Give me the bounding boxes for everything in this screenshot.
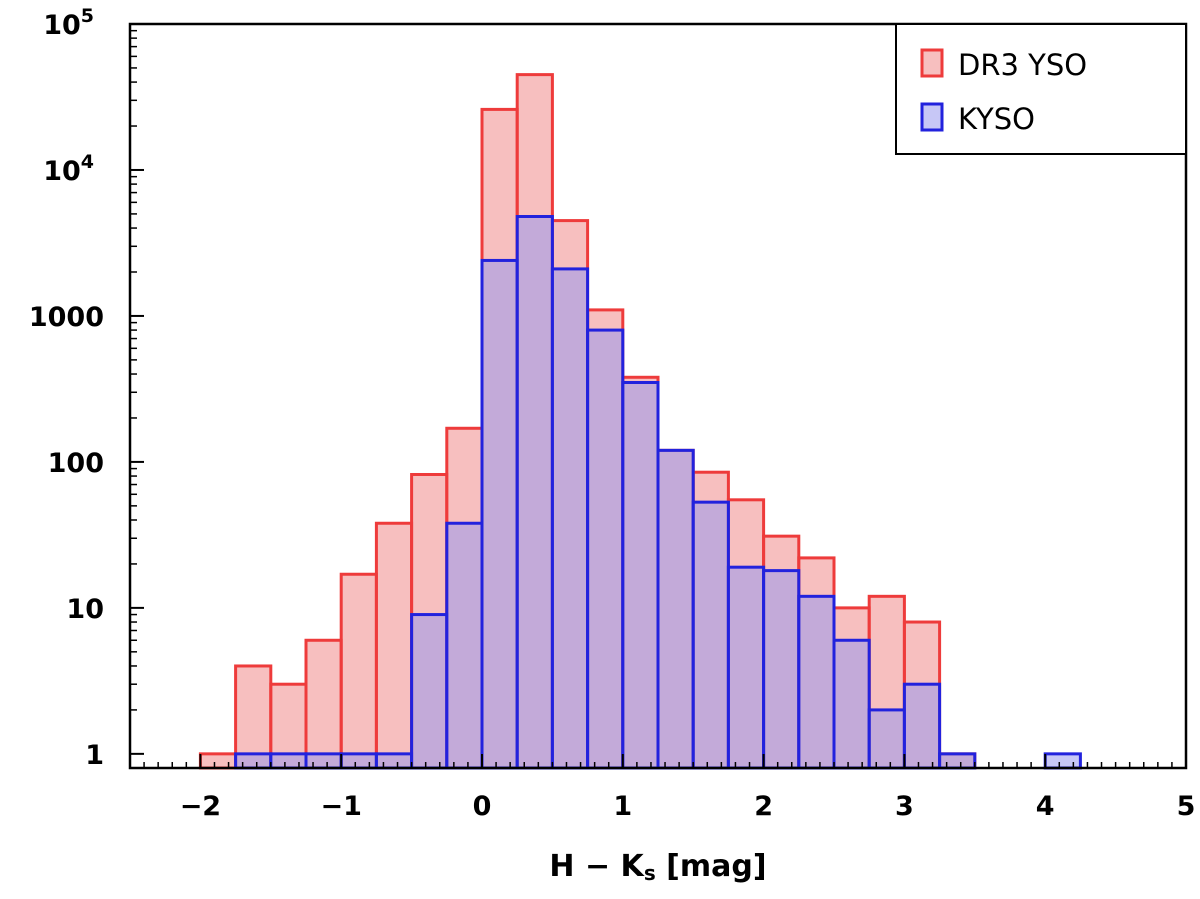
bar bbox=[234, 752, 273, 770]
legend-swatch-dr3-yso bbox=[920, 48, 944, 78]
bar bbox=[691, 500, 730, 770]
x-tick-label: −2 bbox=[180, 791, 221, 822]
x-tick-label: 5 bbox=[1177, 791, 1196, 822]
bar bbox=[762, 569, 801, 770]
y-tick-label: 1 bbox=[85, 740, 104, 771]
bar bbox=[304, 752, 343, 770]
bar bbox=[339, 752, 378, 770]
y-tick-label: 100 bbox=[48, 448, 104, 479]
bar bbox=[445, 521, 484, 770]
x-tick-label: −1 bbox=[320, 791, 361, 822]
bar bbox=[832, 638, 871, 770]
x-axis-title: H − Ks [mag] bbox=[549, 849, 766, 885]
x-tick-label: 3 bbox=[895, 791, 914, 822]
bar bbox=[726, 565, 766, 770]
bar bbox=[656, 448, 695, 770]
x-axis-ticks: −2 −1 0 1 2 3 4 5 bbox=[180, 754, 1196, 822]
bar bbox=[586, 328, 625, 770]
x-axis-title-unit: [mag] bbox=[656, 849, 767, 884]
x-tick-label: 0 bbox=[473, 791, 492, 822]
x-tick-label: 2 bbox=[754, 791, 773, 822]
legend-label-kyso: KYSO bbox=[958, 102, 1035, 136]
legend-label-dr3-yso: DR3 YSO bbox=[958, 48, 1087, 82]
bar bbox=[621, 380, 660, 770]
plot-frame bbox=[128, 22, 1188, 770]
x-axis-title-subscript: s bbox=[644, 861, 656, 885]
y-axis-ticks: 1 10 100 1000 104 105 bbox=[29, 5, 144, 771]
bar bbox=[550, 267, 590, 770]
bar bbox=[410, 613, 449, 770]
bar bbox=[867, 708, 906, 770]
legend-swatch-kyso bbox=[920, 102, 944, 132]
x-tick-label: 1 bbox=[613, 791, 632, 822]
bar bbox=[902, 682, 942, 770]
y-tick-label: 104 bbox=[43, 151, 94, 187]
series-kyso-bars bbox=[234, 215, 1082, 770]
bar bbox=[797, 594, 836, 770]
legend: DR3 YSO KYSO bbox=[895, 23, 1187, 155]
bar bbox=[1043, 752, 1082, 770]
y-tick-label: 10 bbox=[66, 594, 104, 625]
x-tick-label: 4 bbox=[1036, 791, 1055, 822]
bar bbox=[480, 258, 519, 770]
bar bbox=[938, 752, 977, 770]
bar bbox=[339, 572, 378, 770]
bar bbox=[269, 752, 308, 770]
bar bbox=[198, 752, 238, 770]
y-tick-label: 1000 bbox=[29, 302, 104, 333]
bar bbox=[374, 521, 414, 770]
bar bbox=[304, 638, 343, 770]
y-tick-label: 105 bbox=[43, 5, 94, 41]
bar bbox=[374, 752, 414, 770]
bar bbox=[515, 215, 554, 770]
legend-box bbox=[895, 23, 1187, 155]
